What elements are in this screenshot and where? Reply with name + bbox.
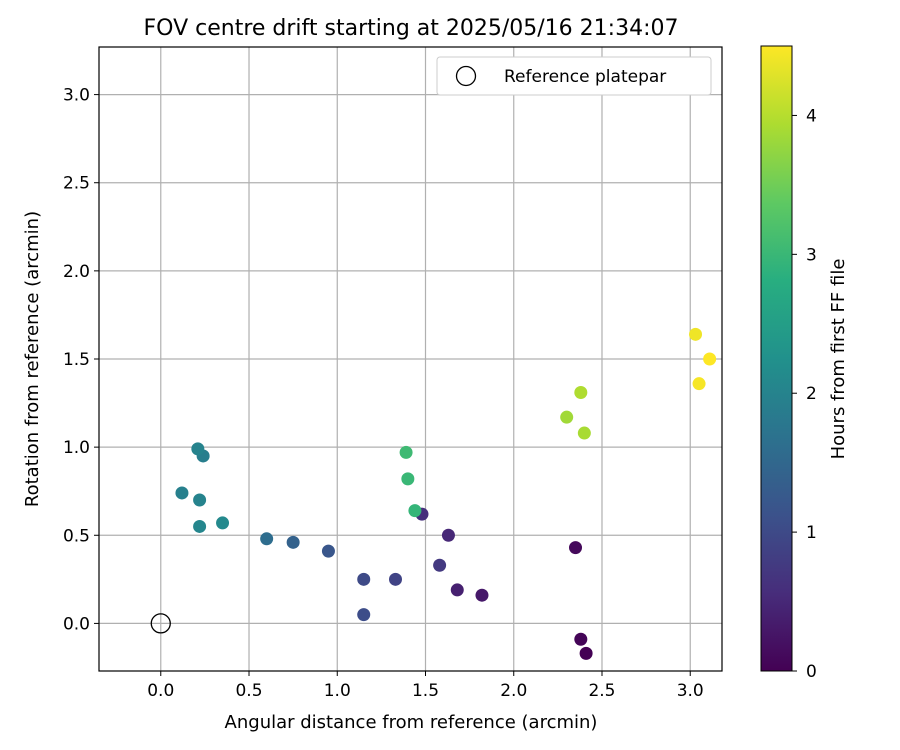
data-point (689, 327, 703, 341)
data-point (193, 519, 207, 533)
data-point (441, 528, 455, 542)
data-point (357, 572, 371, 586)
data-point (216, 516, 230, 530)
colorbar-ticks: 0 1 2 3 4 (792, 106, 817, 682)
legend-box (436, 56, 712, 96)
data-point (475, 588, 489, 602)
data-point (388, 572, 402, 586)
data-point (574, 632, 588, 646)
data-point (286, 535, 300, 549)
colorbar: 0 1 2 3 4 Hours from first FF file (760, 45, 849, 682)
data-point (450, 583, 464, 597)
legend-label: Reference platepar (504, 67, 666, 87)
reference-point (150, 613, 171, 634)
y-axis-label: Rotation from reference (arcmin) (22, 211, 43, 507)
colorbar-tick-label: 2 (806, 384, 817, 404)
x-tick-label: 1.0 (324, 681, 351, 701)
data-point (399, 445, 413, 459)
data-point (260, 532, 274, 546)
data-point (175, 486, 189, 500)
data-point (569, 541, 583, 555)
x-axis: 0.0 0.5 1.0 1.5 2.0 2.5 3.0 (147, 671, 704, 701)
data-point (703, 352, 717, 366)
y-tick-label: 0.0 (63, 614, 90, 634)
colorbar-label: Hours from first FF file (828, 259, 849, 460)
data-point (408, 504, 422, 518)
data-point (579, 646, 593, 660)
data-point (357, 608, 371, 622)
legend-reference-marker (455, 65, 477, 87)
y-tick-label: 2.0 (63, 262, 90, 282)
data-point (321, 544, 335, 558)
colorbar-tick-label: 4 (806, 106, 817, 126)
y-tick-label: 2.5 (63, 174, 90, 194)
grid-lines (99, 47, 722, 671)
colorbar-tick-label: 1 (806, 523, 817, 543)
y-tick-label: 1.0 (63, 438, 90, 458)
data-point (191, 442, 205, 456)
x-tick-label: 1.5 (412, 681, 439, 701)
x-axis-label: Angular distance from reference (arcmin) (225, 712, 598, 733)
x-tick-label: 3.0 (677, 681, 704, 701)
data-point (433, 558, 447, 572)
x-tick-label: 2.0 (500, 681, 527, 701)
x-tick-label: 0.0 (147, 681, 174, 701)
colorbar-gradient (760, 45, 793, 672)
data-points (175, 327, 717, 660)
data-point (692, 377, 706, 391)
data-point (574, 385, 588, 399)
y-tick-label: 0.5 (63, 526, 90, 546)
y-tick-label: 1.5 (63, 350, 90, 370)
x-tick-label: 2.5 (588, 681, 615, 701)
data-point (401, 472, 415, 486)
legend: Reference platepar (436, 56, 712, 96)
data-point (193, 493, 207, 507)
colorbar-tick-label: 3 (806, 245, 817, 265)
data-point (577, 426, 591, 440)
x-tick-label: 0.5 (235, 681, 262, 701)
chart-title: FOV centre drift starting at 2025/05/16 … (144, 16, 679, 41)
y-tick-label: 3.0 (63, 86, 90, 106)
reference-marker (150, 613, 171, 634)
data-point (560, 410, 574, 424)
colorbar-tick-label: 0 (806, 662, 817, 682)
y-axis: 0.0 0.5 1.0 1.5 2.0 2.5 3.0 (63, 86, 99, 634)
